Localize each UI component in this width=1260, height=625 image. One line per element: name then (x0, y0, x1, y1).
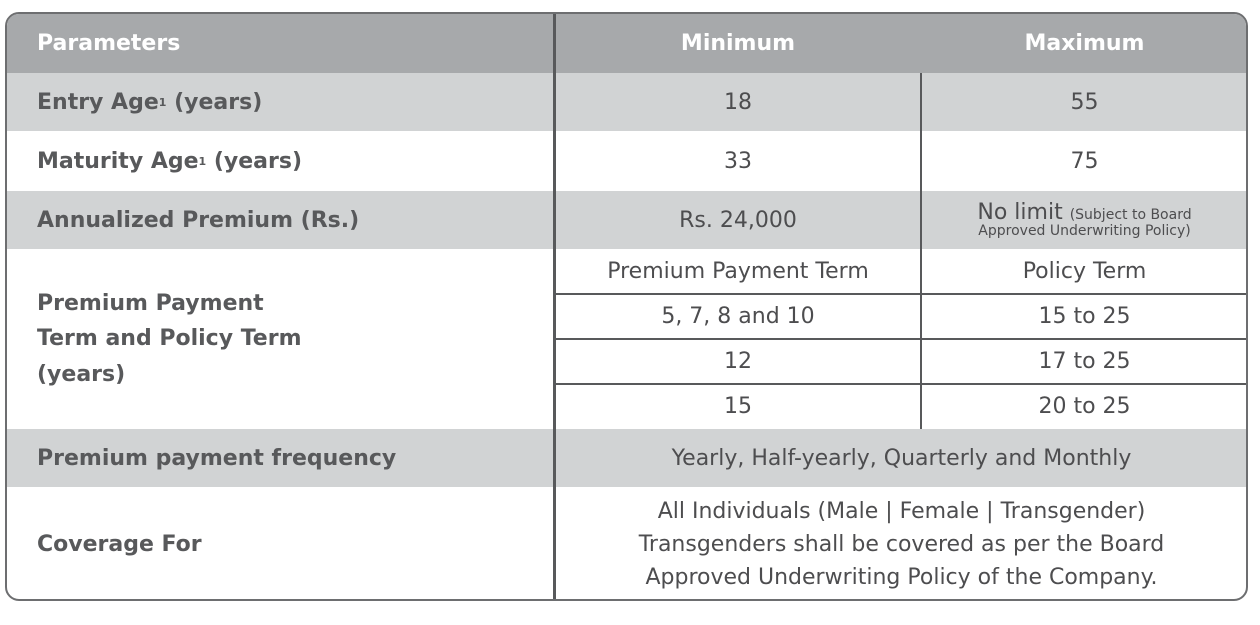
pt-value: 15 to 25 (1038, 304, 1131, 329)
frequency-value: Yearly, Half-yearly, Quarterly and Month… (671, 445, 1132, 471)
ppt-header: Premium Payment Term (607, 259, 869, 284)
annualized-premium-label: Annualized Premium (Rs.) (37, 207, 360, 233)
coverage-label: Coverage For (37, 531, 202, 557)
annualized-premium-min: Rs. 24,000 (679, 207, 797, 233)
ppt-value: 12 (724, 349, 752, 374)
row-divider (555, 338, 1246, 340)
column-divider (920, 73, 922, 429)
row-frequency (7, 429, 1246, 487)
maturity-age-label: Maturity Age 1 (years) (37, 148, 303, 174)
annualized-premium-max: No limit (Subject to Board Approved Unde… (921, 191, 1246, 249)
entry-age-label: Entry Age 1 (years) (37, 89, 263, 115)
row-divider (555, 383, 1246, 385)
terms-label: Premium Payment Term and Policy Term (ye… (37, 291, 302, 387)
frequency-label: Premium payment frequency (37, 445, 397, 471)
header-maximum: Maximum (1024, 31, 1145, 56)
coverage-value: All Individuals (Male | Female | Transge… (555, 487, 1246, 599)
coverage-line: Transgenders shall be covered as per the… (638, 531, 1165, 557)
no-limit-text: No limit (977, 200, 1063, 226)
row-divider (555, 293, 1246, 295)
header-parameters: Parameters (37, 31, 181, 56)
ppt-value: 15 (724, 394, 752, 419)
pt-header: Policy Term (1022, 259, 1147, 284)
ppt-value: 5, 7, 8 and 10 (661, 304, 815, 329)
coverage-line: Approved Underwriting Policy of the Comp… (645, 564, 1158, 590)
note-line-1: (Subject to Board (1069, 207, 1192, 224)
note-line-2: Approved Underwriting Policy) (978, 223, 1191, 240)
maturity-age-min: 33 (724, 148, 752, 174)
pt-value: 17 to 25 (1038, 349, 1131, 374)
entry-age-min: 18 (724, 89, 752, 115)
header-row (7, 14, 1246, 73)
pt-value: 20 to 25 (1038, 394, 1131, 419)
maturity-age-max: 75 (1070, 148, 1099, 174)
entry-age-max: 55 (1070, 89, 1099, 115)
coverage-line: All Individuals (Male | Female | Transge… (657, 498, 1146, 524)
header-minimum: Minimum (680, 31, 796, 56)
row-annualized-premium (7, 191, 1246, 249)
row-entry-age (7, 73, 1246, 131)
eligibility-table: Parameters Minimum Maximum Entry Age 1 (y… (5, 12, 1248, 601)
column-divider (553, 14, 556, 599)
